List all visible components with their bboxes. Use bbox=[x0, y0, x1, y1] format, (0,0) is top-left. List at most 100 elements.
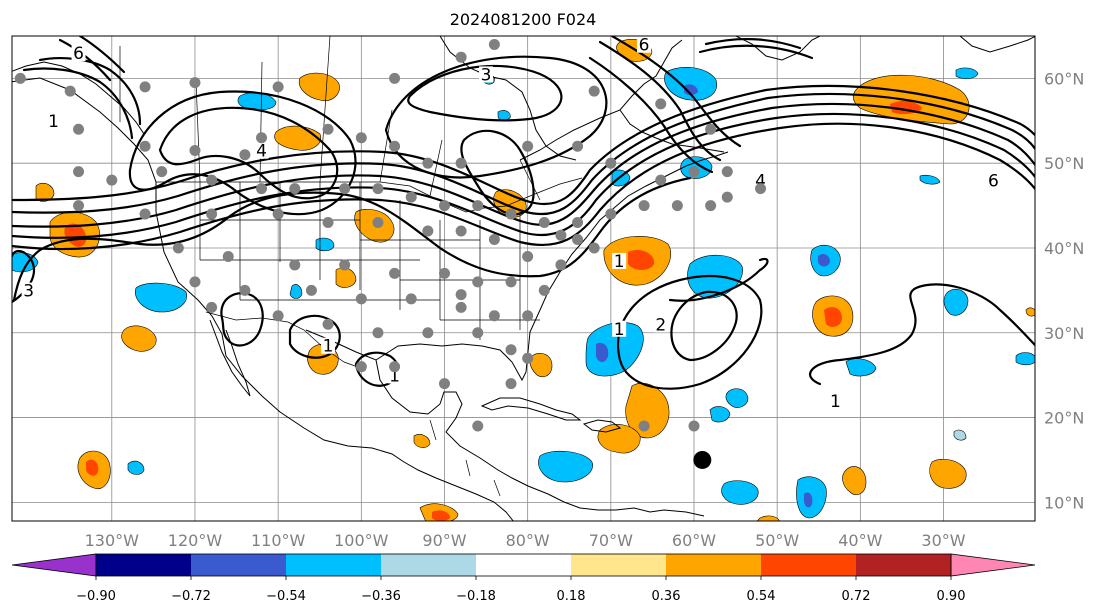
contour-label: 3 bbox=[481, 65, 492, 85]
station-dot bbox=[206, 301, 218, 313]
station-dot bbox=[505, 208, 517, 220]
contour-line bbox=[22, 57, 142, 140]
positive-anomaly-area bbox=[842, 466, 867, 495]
station-dot bbox=[189, 144, 201, 156]
station-dot bbox=[455, 289, 467, 301]
station-dot bbox=[755, 183, 767, 195]
station-dot bbox=[472, 276, 484, 288]
longitude-tick-label: 120°W bbox=[168, 531, 223, 550]
station-dot bbox=[721, 166, 733, 178]
station-dot bbox=[705, 123, 717, 135]
negative-anomaly-area bbox=[721, 480, 759, 505]
contour-label: 1 bbox=[48, 112, 59, 132]
baja-coastline bbox=[209, 319, 251, 397]
station-dot bbox=[638, 420, 650, 432]
positive-anomaly-area bbox=[1025, 307, 1035, 317]
contour-label: 1 bbox=[389, 366, 400, 386]
colorbar-label: 0.54 bbox=[747, 589, 776, 604]
station-dot bbox=[14, 72, 26, 84]
station-dot bbox=[389, 361, 401, 373]
negative-anomaly-area bbox=[315, 237, 335, 252]
station-dot bbox=[422, 327, 434, 339]
station-dot bbox=[588, 85, 600, 97]
contour-label-bg bbox=[612, 320, 627, 337]
station-dot bbox=[272, 81, 284, 93]
station-dot bbox=[73, 123, 85, 135]
station-dot bbox=[139, 140, 151, 152]
station-dot bbox=[289, 259, 301, 271]
negative-anomaly-area bbox=[538, 450, 593, 483]
longitude-tick-label: 50°W bbox=[755, 531, 799, 550]
colorbar-segment bbox=[191, 554, 286, 576]
contour-line bbox=[617, 275, 763, 390]
colorbar-extend-high bbox=[950, 553, 1036, 577]
station-dot bbox=[505, 378, 517, 390]
contour-label-bg bbox=[46, 113, 61, 130]
station-dot bbox=[339, 183, 351, 195]
contour-lines bbox=[12, 36, 1035, 390]
station-dot bbox=[655, 174, 667, 186]
station-dot bbox=[555, 229, 567, 241]
negative-anomaly-area bbox=[725, 388, 749, 408]
colorbar-segment bbox=[666, 554, 761, 576]
contour-label: 3 bbox=[23, 282, 34, 302]
colorbar-segment bbox=[761, 554, 856, 576]
contour-label-bg bbox=[321, 337, 336, 354]
us-mexico-border bbox=[205, 311, 367, 371]
negative-anomaly-area bbox=[709, 406, 731, 423]
station-dot bbox=[572, 140, 584, 152]
colorbar-label: −0.18 bbox=[456, 589, 496, 604]
station-dot bbox=[438, 378, 450, 390]
station-dot bbox=[455, 157, 467, 169]
latitude-tick-label: 50°N bbox=[1044, 154, 1084, 173]
contour-label-bg bbox=[479, 66, 494, 83]
station-dot bbox=[472, 200, 484, 212]
contour-label: 4 bbox=[755, 171, 766, 191]
latitude-tick-label: 20°N bbox=[1044, 409, 1084, 428]
alaska-coastline bbox=[12, 61, 145, 135]
longitude-tick-label: 110°W bbox=[251, 531, 306, 550]
negative-anomaly-area bbox=[497, 110, 511, 121]
station-dot bbox=[372, 183, 384, 195]
station-dot bbox=[522, 250, 534, 262]
gulf-coastline bbox=[305, 151, 729, 382]
contour-line bbox=[58, 36, 126, 82]
contour-line bbox=[12, 92, 1035, 216]
station-dot bbox=[721, 191, 733, 203]
negative-anomaly-area bbox=[289, 284, 303, 299]
colorbar-segment bbox=[571, 554, 666, 576]
station-dot bbox=[455, 301, 467, 313]
station-dot bbox=[372, 327, 384, 339]
contour-line bbox=[12, 84, 1035, 206]
station-dot bbox=[322, 318, 334, 330]
station-dot bbox=[322, 217, 334, 229]
latitude-tick-label: 60°N bbox=[1044, 69, 1084, 88]
station-dot bbox=[189, 77, 201, 89]
colorbar-label: −0.54 bbox=[266, 589, 306, 604]
contour-line bbox=[288, 314, 341, 359]
negative-anomaly-core bbox=[596, 342, 609, 362]
station-dot bbox=[272, 310, 284, 322]
negative-anomaly-area bbox=[943, 288, 969, 316]
station-dot bbox=[505, 276, 517, 288]
station-dot bbox=[222, 250, 234, 262]
colorbar-label: 0.36 bbox=[652, 589, 681, 604]
labrador-coastline bbox=[619, 109, 725, 153]
station-dot bbox=[139, 208, 151, 220]
station-dot bbox=[655, 98, 667, 110]
longitude-tick-label: 40°W bbox=[838, 531, 882, 550]
greenland-coastline bbox=[735, 36, 1035, 61]
negative-anomaly-area bbox=[955, 67, 979, 80]
positive-anomaly-area bbox=[413, 434, 431, 448]
contour-label-bg bbox=[254, 142, 269, 159]
longitude-tick-labels: 130°W 120°W 110°W 100°W 90°W 80°W 70°W 60°W 50°W… bbox=[85, 531, 966, 550]
station-dot bbox=[389, 267, 401, 279]
station-dot bbox=[522, 140, 534, 152]
negative-anomaly-core bbox=[818, 254, 830, 267]
station-dot bbox=[206, 208, 218, 220]
station-dot bbox=[355, 132, 367, 144]
cuba-coastline bbox=[480, 397, 582, 421]
contour-label-bg bbox=[986, 172, 1001, 189]
station-dot bbox=[455, 51, 467, 63]
